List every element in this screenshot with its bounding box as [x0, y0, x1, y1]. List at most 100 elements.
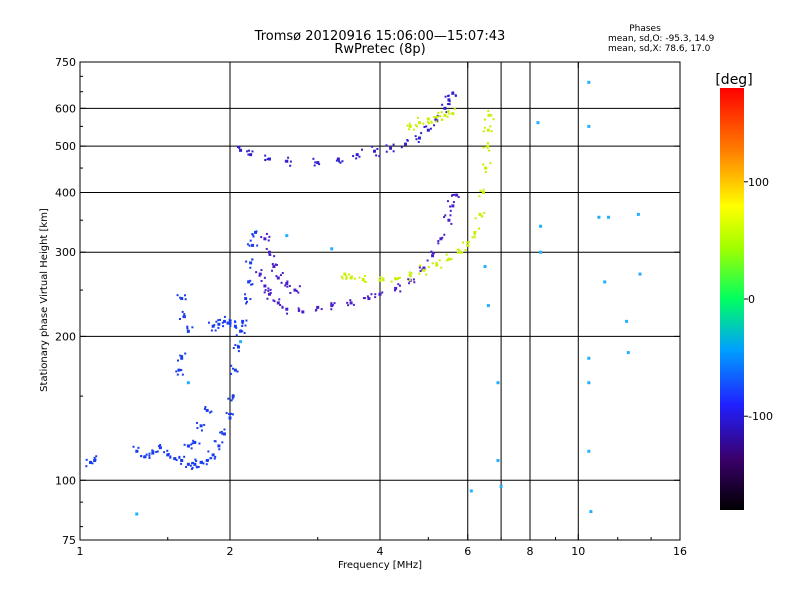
data-point-cluster-s3-17-3: [484, 118, 487, 121]
data-point-cluster-s1-24-1: [295, 290, 298, 293]
data-point-s0-37: [217, 322, 221, 326]
data-point-cluster-s0-6-2: [163, 451, 166, 454]
data-point-cluster-s1-11-2: [399, 290, 402, 293]
data-point-s0-40: [233, 324, 237, 328]
data-point-s4-23: [625, 319, 629, 323]
data-point-cluster-s3-13-0: [482, 188, 485, 191]
x-axis-label: Frequency [MHz]: [338, 560, 422, 571]
data-point-cluster-s0-3-2: [143, 456, 146, 459]
data-point-cluster-s3-23-2: [446, 110, 449, 113]
data-point-cluster-s3-22-3: [441, 118, 444, 121]
data-point-cluster-s0-21-2: [241, 322, 244, 325]
data-point-cluster-s2-10-2: [414, 135, 417, 138]
data-point-cluster-s3-20-2: [430, 121, 433, 124]
data-point-cluster-s3-11-1: [471, 236, 474, 239]
data-point-cluster-s0-30-2: [181, 355, 184, 358]
data-point-cluster-s1-14-0: [430, 250, 433, 253]
data-point-cluster-s1-14-1: [431, 252, 434, 255]
data-point-cluster-s0-5-0: [157, 445, 160, 448]
data-point-s1-1: [263, 284, 267, 288]
data-point-cluster-s0-9-1: [190, 467, 193, 470]
data-point-s4-16: [587, 356, 591, 360]
data-point-cluster-s1-8-1: [349, 299, 352, 302]
data-point-cluster-s0-20-1: [235, 334, 238, 337]
data-point-cluster-s3-10-3: [466, 241, 469, 244]
data-point-cluster-s3-7-3: [431, 262, 434, 265]
data-point-cluster-s2-6-1: [358, 155, 361, 158]
data-point-cluster-s0-8-2: [178, 456, 181, 459]
data-point-cluster-s3-10-0: [467, 240, 470, 243]
data-point-cluster-s0-9-2: [191, 466, 194, 469]
data-point-s2-1: [249, 153, 253, 157]
data-point-cluster-s1-13-0: [419, 269, 422, 272]
data-point-cluster-s0-18-1: [232, 367, 235, 370]
data-point-cluster-s1-17-3: [452, 201, 455, 204]
data-point-s3-20: [426, 117, 430, 121]
data-point-cluster-s2-7-2: [376, 148, 379, 151]
data-point-s4-21: [603, 280, 607, 284]
stats-o-mode: mean, sd,O: -95.3, 14.9: [608, 34, 715, 44]
data-point-s4-4: [330, 247, 334, 251]
data-point-cluster-s0-18-0: [236, 370, 239, 373]
data-point-cluster-s0-18-2: [230, 372, 233, 375]
data-point-cluster-s3-18-1: [408, 128, 411, 131]
data-point-s4-22: [607, 215, 611, 219]
data-point-s2-14: [447, 98, 451, 102]
data-point-cluster-s3-12-1: [474, 217, 477, 220]
data-point-cluster-s3-17-1: [492, 118, 495, 121]
data-point-cluster-s1-21-2: [271, 263, 274, 266]
data-point-cluster-s1-8-3: [347, 304, 350, 307]
data-point-cluster-s0-35-1: [183, 443, 186, 446]
data-point-s2-13: [443, 106, 447, 110]
data-point-s3-22: [443, 113, 447, 117]
data-point-s1-7: [330, 304, 334, 308]
data-point-cluster-s3-2-0: [358, 276, 361, 279]
data-point-cluster-s1-19-1: [267, 239, 270, 242]
data-point-cluster-s3-11-2: [473, 236, 476, 239]
data-point-cluster-s3-9-0: [456, 251, 459, 254]
data-point-cluster-s0-32-1: [195, 421, 198, 424]
data-point-s3-4: [394, 277, 398, 281]
data-point-s0-24: [249, 261, 253, 265]
data-point-cluster-s0-14-1: [213, 440, 216, 443]
data-point-cluster-s0-37-2: [221, 321, 224, 324]
x-tick-label: 8: [527, 545, 534, 558]
data-point-s0-15: [223, 432, 227, 436]
data-point-cluster-s2-3-3: [289, 160, 292, 163]
data-point-cluster-s1-18-2: [450, 194, 453, 197]
data-point-cluster-s3-14-3: [482, 163, 485, 166]
data-point-s4-14: [587, 80, 591, 84]
data-point-cluster-s1-17-0: [449, 209, 452, 212]
data-point-cluster-s0-11-2: [200, 460, 203, 463]
data-point-cluster-s2-7-0: [378, 155, 381, 158]
data-point-cluster-s2-9-3: [400, 146, 403, 149]
colorbar-label: [deg]: [715, 72, 752, 88]
data-point-cluster-s1-3-2: [272, 299, 275, 302]
data-point-cluster-s1-0-0: [260, 269, 263, 272]
data-point-s1-18: [455, 193, 459, 197]
data-point-s2-5: [336, 157, 340, 161]
data-point-cluster-s2-14-3: [444, 95, 447, 98]
data-point-cluster-s0-34-1: [190, 443, 193, 446]
data-point-cluster-s0-36-2: [210, 329, 213, 332]
data-point-cluster-s0-15-2: [219, 431, 222, 434]
data-point-s0-30: [180, 356, 184, 360]
data-point-cluster-s1-14-3: [432, 252, 435, 255]
data-point-cluster-s0-9-0: [185, 465, 188, 468]
data-point-s3-23: [451, 112, 455, 116]
data-point-cluster-s0-22-1: [246, 300, 249, 303]
data-point-cluster-s1-12-3: [408, 282, 411, 285]
data-point-cluster-s3-18-2: [408, 122, 411, 125]
data-point-cluster-s0-9-3: [189, 464, 192, 467]
data-point-cluster-s3-2-3: [364, 274, 367, 277]
data-point-s2-6: [355, 153, 359, 157]
data-point-s0-13: [211, 453, 215, 457]
data-point-s0-6: [166, 453, 170, 457]
data-point-s0-27: [180, 297, 184, 301]
data-point-cluster-s0-8-3: [183, 455, 186, 458]
data-point-cluster-s1-19-2: [265, 232, 268, 235]
data-point-s2-10: [417, 136, 421, 140]
data-point-cluster-s1-16-2: [449, 214, 452, 217]
data-point-cluster-s2-1-2: [248, 149, 251, 152]
data-point-cluster-s1-20-2: [273, 255, 276, 258]
